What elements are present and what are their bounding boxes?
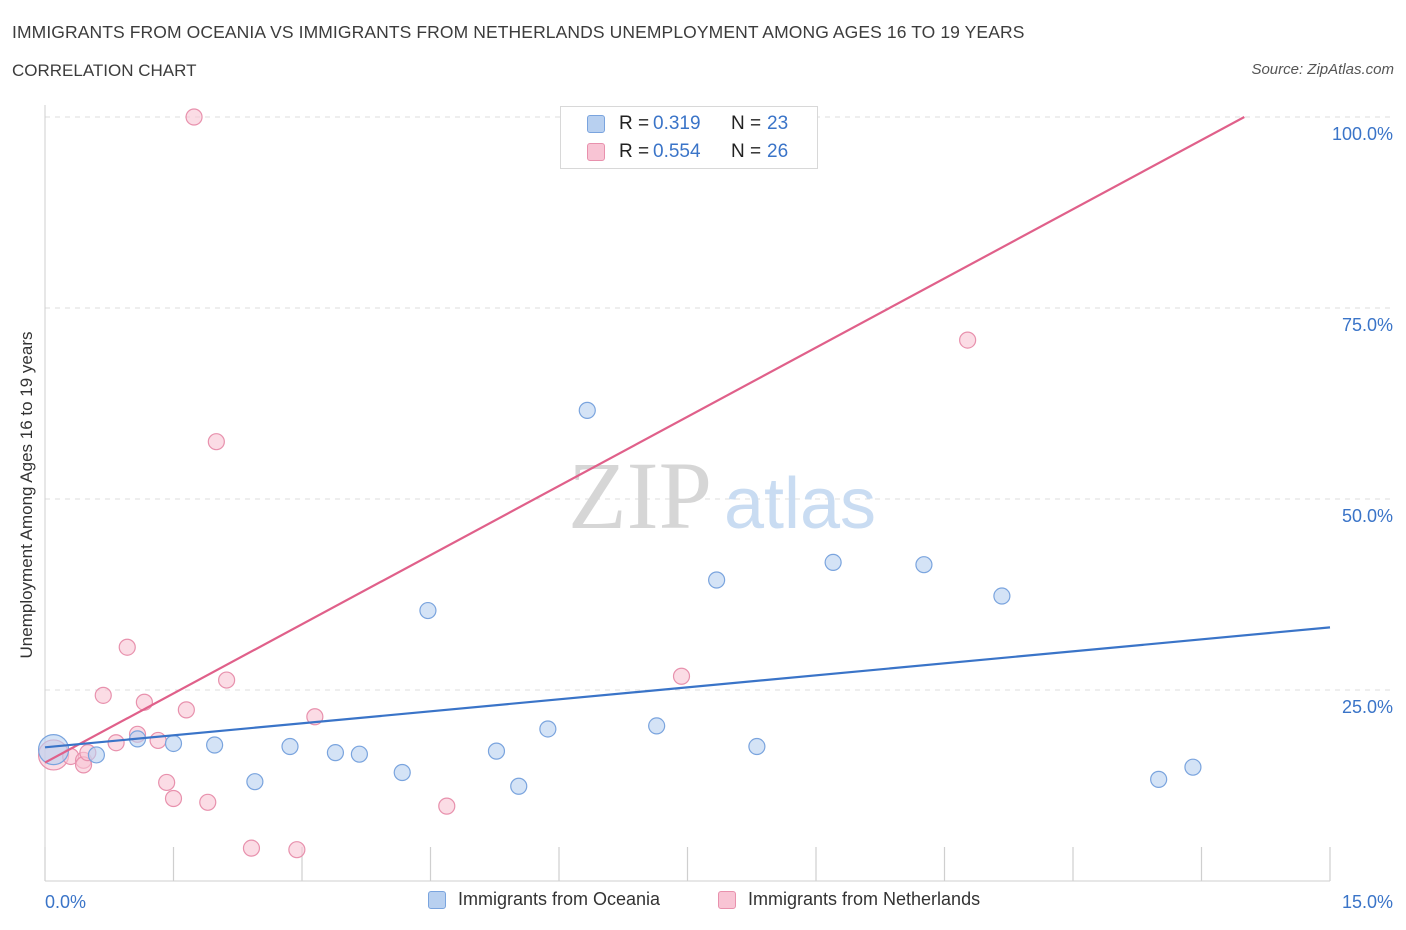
oceania-n-value: 23: [767, 113, 789, 134]
netherlands-trend-line: [44, 116, 1245, 764]
netherlands-point: [158, 773, 176, 792]
oceania-r-label: R =: [619, 113, 650, 134]
netherlands-point: [199, 793, 217, 811]
netherlands-point: [959, 331, 977, 349]
netherlands-n-value: 26: [767, 141, 789, 162]
y-tick-label: 25.0%: [1342, 697, 1393, 717]
oceania-point: [246, 773, 264, 791]
oceania-point: [206, 736, 224, 754]
oceania-point: [164, 734, 183, 753]
legend-netherlands-swatch: [718, 890, 736, 909]
netherlands-r-label: R =: [619, 141, 650, 162]
stats-row-netherlands: R = 0.554 N = 26: [561, 138, 817, 166]
y-tick-label: 75.0%: [1342, 315, 1393, 335]
chart-subtitle: CORRELATION CHART: [12, 61, 197, 80]
x-tick-label-min: 0.0%: [45, 892, 86, 912]
oceania-point: [510, 777, 528, 795]
netherlands-point: [218, 671, 236, 689]
oceania-points: [37, 401, 1202, 795]
oceania-point: [708, 571, 726, 589]
legend-oceania-swatch: [428, 890, 446, 909]
oceania-r-value: 0.319: [653, 113, 701, 134]
netherlands-point: [107, 734, 125, 752]
oceania-point: [993, 587, 1011, 605]
netherlands-point: [438, 797, 456, 815]
zipatlas-watermark: ZIP atlas: [568, 442, 876, 549]
oceania-point: [578, 401, 596, 419]
trend-lines: [44, 116, 1331, 764]
netherlands-r-value: 0.554: [653, 141, 701, 162]
oceania-point: [393, 763, 411, 782]
netherlands-point: [242, 839, 261, 857]
oceania-point: [350, 745, 368, 763]
netherlands-n-label: N =: [731, 141, 762, 162]
oceania-point: [37, 733, 70, 766]
netherlands-point: [164, 789, 183, 808]
legend-item-netherlands[interactable]: Immigrants from Netherlands: [718, 889, 980, 910]
netherlands-point: [94, 686, 112, 704]
legend-item-oceania[interactable]: Immigrants from Oceania: [428, 889, 660, 910]
netherlands-point: [672, 667, 691, 685]
watermark-zip: ZIP: [568, 442, 712, 549]
oceania-point: [281, 737, 299, 756]
oceania-n-label: N =: [731, 113, 762, 134]
oceania-point: [419, 601, 437, 620]
oceania-point: [824, 553, 842, 572]
y-axis-label: Unemployment Among Ages 16 to 19 years: [17, 331, 36, 659]
oceania-point: [487, 742, 506, 760]
oceania-point: [87, 746, 106, 764]
netherlands-swatch: [587, 143, 605, 161]
oceania-point: [648, 717, 666, 735]
stats-row-oceania: R = 0.319 N = 23: [561, 110, 817, 138]
netherlands-point: [149, 731, 167, 750]
oceania-point: [748, 737, 766, 756]
y-tick-label: 50.0%: [1342, 506, 1393, 526]
bottom-legend: Immigrants from Oceania Immigrants from …: [0, 889, 1406, 917]
legend-netherlands-label: Immigrants from Netherlands: [748, 889, 981, 909]
netherlands-point: [177, 701, 195, 719]
oceania-point: [915, 556, 933, 574]
source-credit: Source: ZipAtlas.com: [1251, 61, 1394, 78]
tick-labels: 25.0% 50.0% 75.0% 100.0% 0.0% 15.0%: [45, 124, 1393, 912]
netherlands-point: [118, 638, 136, 656]
legend-oceania-label: Immigrants from Oceania: [458, 889, 661, 909]
netherlands-point: [135, 693, 153, 711]
netherlands-point: [288, 841, 306, 859]
grid-lines: [45, 116, 1395, 691]
y-tick-label: 100.0%: [1332, 124, 1393, 144]
x-tick-label-max: 15.0%: [1342, 892, 1393, 912]
chart-title: IMMIGRANTS FROM OCEANIA VS IMMIGRANTS FR…: [12, 22, 1025, 42]
oceania-point: [326, 744, 345, 762]
watermark-atlas: atlas: [724, 464, 876, 544]
oceania-point: [539, 720, 557, 738]
oceania-swatch: [587, 115, 605, 133]
axis-ticks: [44, 847, 1331, 881]
netherlands-point: [207, 433, 225, 451]
oceania-trend-line: [44, 626, 1331, 749]
oceania-point: [1184, 758, 1202, 776]
oceania-point: [1150, 770, 1168, 788]
netherlands-point: [185, 108, 203, 126]
stats-legend-box: R = 0.319 N = 23 R = 0.554 N = 26: [560, 106, 818, 169]
